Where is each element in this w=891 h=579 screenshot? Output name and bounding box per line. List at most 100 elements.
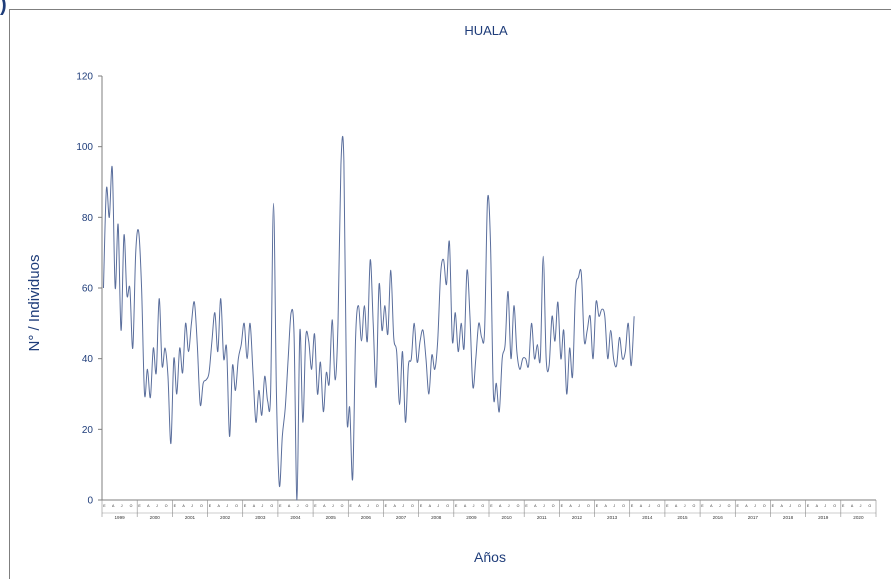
month-tick-label: J (297, 504, 299, 508)
month-tick-label: O (517, 504, 520, 508)
month-tick-label: A (640, 504, 643, 508)
month-tick-label: E (174, 504, 177, 508)
y-tick-label: 20 (82, 425, 94, 436)
month-tick-label: J (402, 504, 404, 508)
month-tick-label: E (561, 504, 564, 508)
month-tick-label: J (684, 504, 686, 508)
y-tick-label: 80 (82, 213, 94, 224)
y-tick-label: 40 (82, 354, 94, 365)
month-tick-label: O (481, 504, 484, 508)
year-tick-label: 2003 (255, 515, 266, 520)
x-axis-label: Años (474, 549, 506, 565)
month-tick-label: A (323, 504, 326, 508)
month-tick-label: E (772, 504, 775, 508)
year-tick-label: 2007 (396, 515, 407, 520)
month-tick-label: O (763, 504, 766, 508)
month-tick-label: J (473, 504, 475, 508)
month-tick-label: E (349, 504, 352, 508)
month-tick-label: O (587, 504, 590, 508)
month-tick-label: J (824, 504, 826, 508)
year-tick-label: 2000 (150, 515, 161, 520)
year-tick-label: 2020 (853, 515, 864, 520)
year-tick-label: 2005 (326, 515, 337, 520)
month-tick-label: O (305, 504, 308, 508)
month-tick-label: O (657, 504, 660, 508)
month-tick-label: J (719, 504, 721, 508)
month-tick-label: A (710, 504, 713, 508)
month-tick-label: E (279, 504, 282, 508)
month-tick-label: A (253, 504, 256, 508)
month-tick-label: A (851, 504, 854, 508)
month-tick-label: A (745, 504, 748, 508)
month-tick-label: O (341, 504, 344, 508)
month-tick-label: A (534, 504, 537, 508)
y-tick-label: 120 (76, 72, 93, 83)
month-tick-label: E (138, 504, 141, 508)
month-tick-label: E (666, 504, 669, 508)
month-tick-label: J (613, 504, 615, 508)
year-tick-label: 1999 (114, 515, 125, 520)
year-tick-label: 2014 (642, 515, 653, 520)
y-axis-label: N° / Individuos (26, 255, 43, 352)
month-tick-label: A (605, 504, 608, 508)
year-tick-label: 2010 (501, 515, 512, 520)
series-line (102, 135, 635, 501)
month-tick-label: O (376, 504, 379, 508)
month-tick-label: O (235, 504, 238, 508)
y-tick-label: 0 (87, 496, 93, 507)
year-tick-label: 2001 (185, 515, 196, 520)
month-tick-label: J (121, 504, 123, 508)
month-tick-label: A (358, 504, 361, 508)
month-tick-label: A (675, 504, 678, 508)
month-tick-label: A (429, 504, 432, 508)
month-tick-label: A (464, 504, 467, 508)
month-tick-label: O (200, 504, 203, 508)
month-tick-label: O (798, 504, 801, 508)
month-tick-label: J (789, 504, 791, 508)
month-tick-label: J (437, 504, 439, 508)
year-tick-label: 2008 (431, 515, 442, 520)
month-tick-label: E (701, 504, 704, 508)
month-tick-label: O (411, 504, 414, 508)
month-tick-label: J (578, 504, 580, 508)
month-tick-label: O (446, 504, 449, 508)
month-tick-label: E (455, 504, 458, 508)
month-tick-label: A (147, 504, 150, 508)
month-tick-label: A (218, 504, 221, 508)
year-tick-label: 2006 (361, 515, 372, 520)
month-tick-label: A (393, 504, 396, 508)
chart-title: HUALA (464, 23, 508, 38)
month-tick-label: O (868, 504, 871, 508)
month-tick-label: E (209, 504, 212, 508)
month-tick-label: E (807, 504, 810, 508)
month-tick-label: O (552, 504, 555, 508)
month-tick-label: J (156, 504, 158, 508)
month-tick-label: O (270, 504, 273, 508)
year-tick-label: 2018 (783, 515, 794, 520)
x-axis: E A J O 1999 E A J O 2000 E A J O 2001 E A J O 2002 E A J O 2003… (101, 499, 877, 520)
month-tick-label: E (314, 504, 317, 508)
month-tick-label: A (182, 504, 185, 508)
month-tick-label: J (649, 504, 651, 508)
month-tick-label: O (130, 504, 133, 508)
month-tick-label: A (288, 504, 291, 508)
year-tick-label: 2017 (748, 515, 759, 520)
month-tick-label: O (833, 504, 836, 508)
year-tick-label: 2016 (713, 515, 724, 520)
year-tick-label: 2013 (607, 515, 618, 520)
month-tick-label: A (816, 504, 819, 508)
month-tick-label: J (226, 504, 228, 508)
year-tick-label: 2011 (537, 515, 547, 520)
month-tick-label: E (525, 504, 528, 508)
year-tick-label: 2019 (818, 515, 829, 520)
month-tick-label: J (191, 504, 193, 508)
y-axis: 0 20 40 60 80 100 120 (76, 72, 103, 507)
month-tick-label: A (499, 504, 502, 508)
year-tick-label: 2002 (220, 515, 231, 520)
month-tick-label: J (332, 504, 334, 508)
month-tick-label: E (596, 504, 599, 508)
month-tick-label: O (728, 504, 731, 508)
month-tick-label: O (692, 504, 695, 508)
month-tick-label: J (367, 504, 369, 508)
month-tick-label: O (622, 504, 625, 508)
